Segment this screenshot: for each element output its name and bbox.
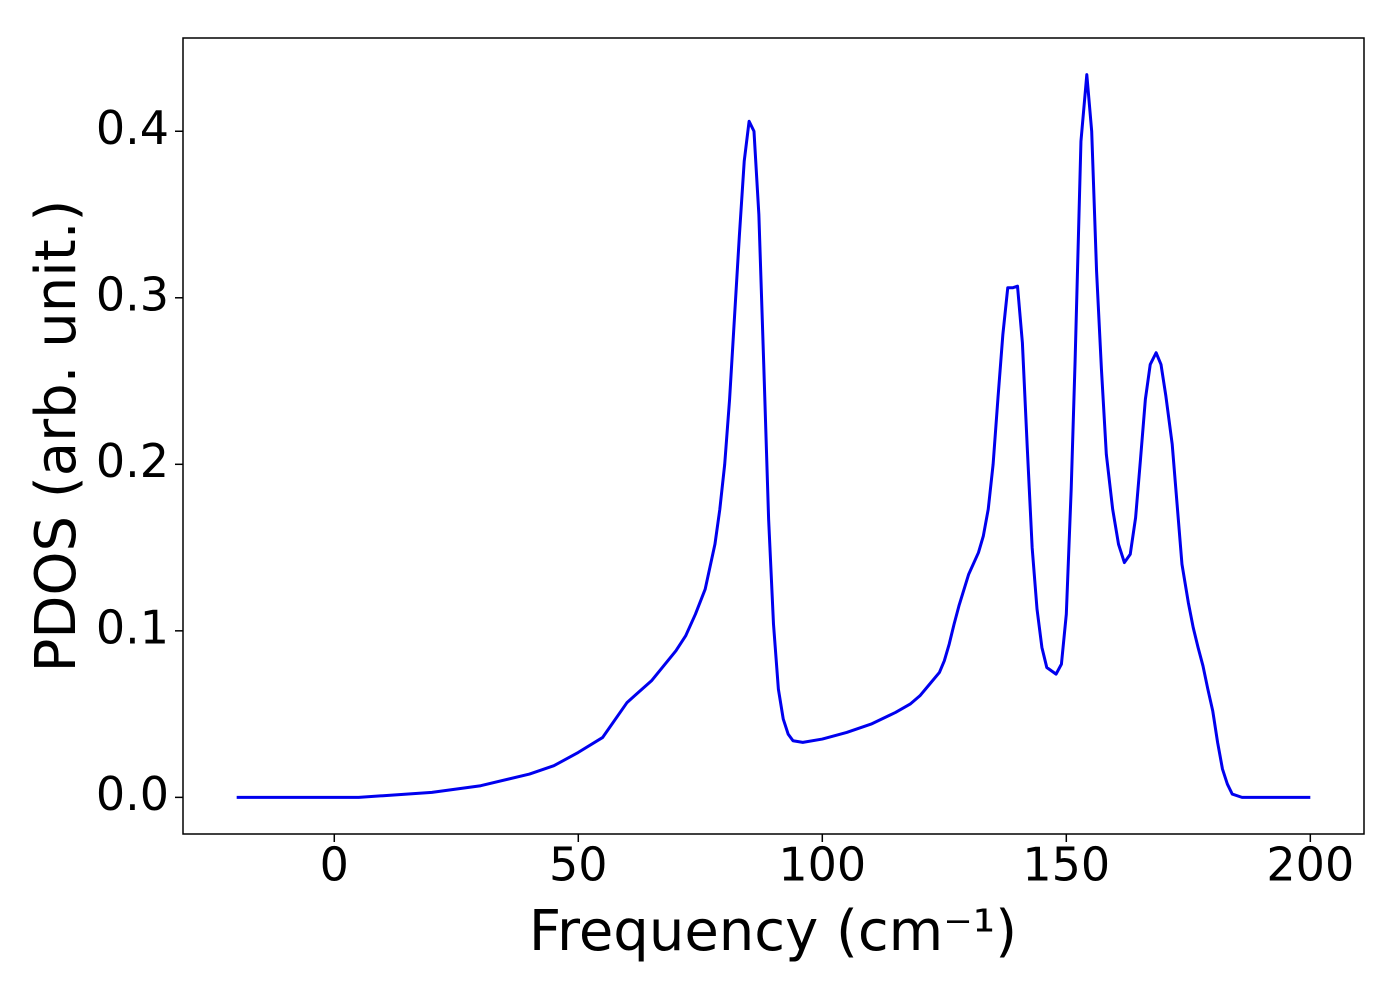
- x-tick-label: 200: [1266, 838, 1354, 892]
- y-tick-label: 0.0: [96, 767, 169, 821]
- x-tick-label: 100: [778, 838, 866, 892]
- y-tick-label: 0.1: [96, 600, 169, 654]
- data-line: [236, 73, 1311, 799]
- y-tick-label: 0.3: [96, 267, 169, 321]
- x-axis-label: Frequency (cm⁻¹): [529, 899, 1017, 964]
- x-tick-label: 150: [1022, 838, 1110, 892]
- y-tick-label: 0.2: [96, 434, 169, 488]
- x-tick-label: 50: [549, 838, 608, 892]
- y-tick-label: 0.4: [96, 101, 169, 155]
- plot-frame: [182, 37, 1365, 835]
- y-axis-label: PDOS (arb. unit.): [24, 200, 89, 673]
- x-tick-label: 0: [320, 838, 349, 892]
